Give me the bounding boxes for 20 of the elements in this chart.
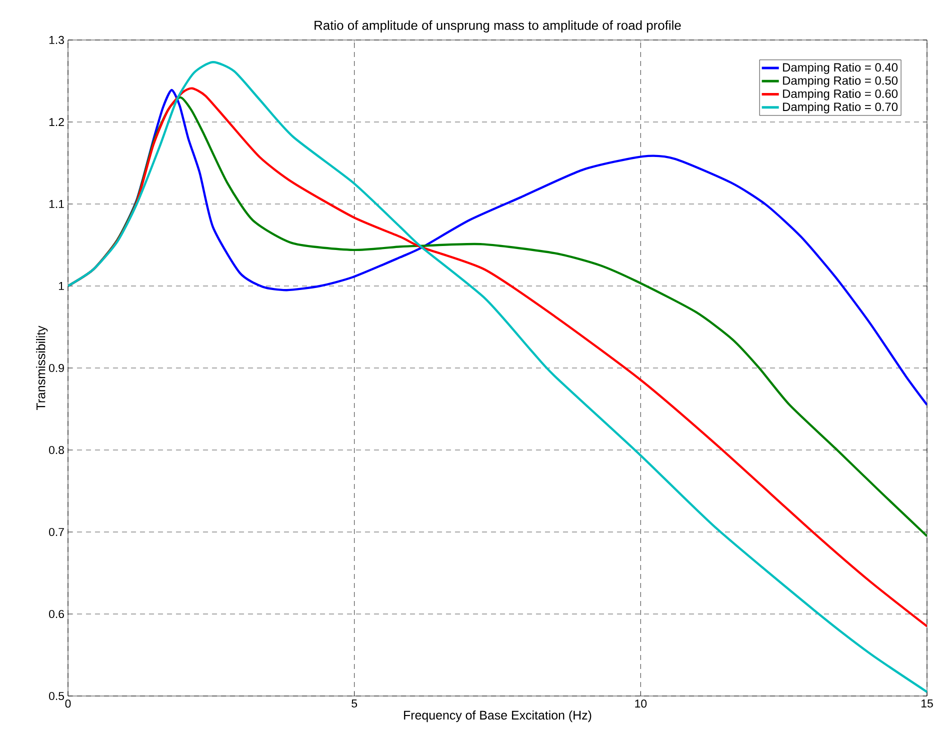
legend-label: Damping Ratio = 0.50 [783, 76, 898, 88]
x-axis-title: Frequency of Base Excitation (Hz) [404, 710, 592, 722]
y-tick-label: 1.2 [49, 118, 64, 126]
y-tick-label: 0.8 [49, 446, 64, 454]
x-tick-label: 0 [65, 700, 71, 708]
y-tick-label: 0.5 [49, 692, 64, 700]
y-tick-label: 0.6 [49, 610, 64, 618]
legend-label: Damping Ratio = 0.60 [783, 89, 898, 100]
x-tick-label: 15 [922, 700, 933, 708]
y-tick-label: 1.1 [49, 200, 64, 208]
y-tick-label: 1 [58, 282, 64, 290]
legend-label: Damping Ratio = 0.70 [783, 102, 898, 114]
legend-label: Damping Ratio = 0.40 [783, 62, 898, 74]
y-tick-label: 0.7 [49, 528, 64, 536]
chart-title: Ratio of amplitude of unsprung mass to amplitude of road profile [314, 20, 681, 32]
x-tick-label: 5 [352, 700, 358, 708]
y-tick-label: 1.3 [49, 36, 64, 44]
y-tick-label: 0.9 [49, 364, 64, 372]
x-tick-label: 10 [635, 700, 647, 708]
y-axis-title: Transmissibility [36, 326, 48, 410]
